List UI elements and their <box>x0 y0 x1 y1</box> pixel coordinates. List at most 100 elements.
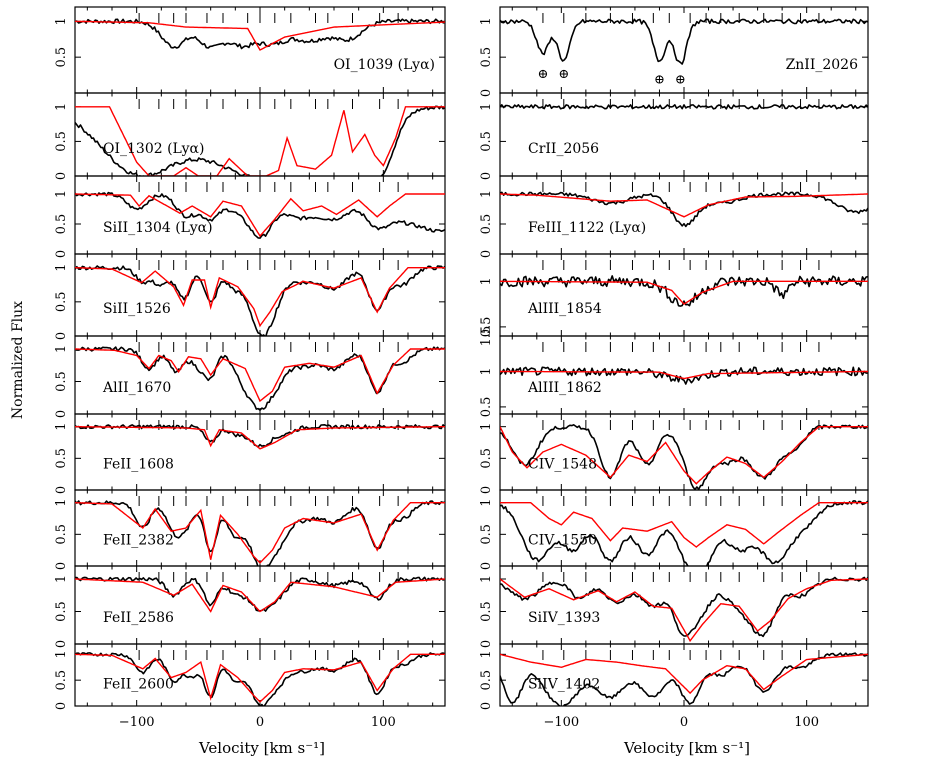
panel-label: FeII_1608 <box>103 457 174 473</box>
y-tick-label: 0.5 <box>479 47 494 68</box>
panel-frame <box>499 175 869 255</box>
model-line <box>500 502 868 548</box>
panel-5: 0.5 1 1.5 AlIII_1862 <box>479 326 869 418</box>
y-tick-label: 0.5 <box>54 670 69 691</box>
panel-label: OI_1302 (Lyα) <box>103 141 204 157</box>
y-tick-label: 0.5 <box>54 448 69 469</box>
data-line <box>75 424 445 448</box>
data-series <box>75 652 445 706</box>
x-tick-label: 100 <box>794 715 819 730</box>
y-tick-label: 0 <box>54 332 69 340</box>
panel-8: 0 0.5 1 SiIV_1393 <box>479 565 869 648</box>
blend-symbol: ⊕ <box>675 73 686 88</box>
y-tick-label: 1 <box>54 103 69 111</box>
panel-7: 0 0.5 1 FeII_2382 <box>54 489 446 570</box>
y-tick-label: 1 <box>479 367 494 375</box>
y-tick-label: 1 <box>54 499 69 507</box>
y-tick-label: 1 <box>479 190 494 198</box>
panel-label: FeII_2586 <box>103 610 174 626</box>
y-tick-label: 0 <box>54 702 69 710</box>
panel-label: SiIV_1393 <box>528 610 600 626</box>
panel-2: 0 0.5 1 CrII_2056 <box>479 92 869 180</box>
y-tick-label: 0 <box>479 562 494 570</box>
panel-9: 0 0.5 1 SiIV_1402 −100 0 100 <box>479 643 869 730</box>
data-line <box>500 500 868 566</box>
y-tick-label: 0 <box>479 640 494 648</box>
y-tick-label: 1 <box>479 103 494 111</box>
panel-label: CrII_2056 <box>528 141 599 157</box>
right-column: 0 0.5 1 ⊕ ⊕ ⊕ ⊕ ZnII_2026 0 0.5 1 CrII_2056 0 0.5 1 FeI… <box>479 6 869 730</box>
data-line <box>500 191 868 228</box>
data-line <box>75 105 445 176</box>
panel-7: 0 0.5 1 CIV_1550 <box>479 489 869 570</box>
panel-5: 0 0.5 1 AlII_1670 <box>54 335 446 418</box>
panel-8: 0 0.5 1 FeII_2586 <box>54 565 446 648</box>
y-tick-label: 0 <box>479 172 494 180</box>
y-tick-label: 0.5 <box>54 131 69 152</box>
y-tick-label: 0 <box>54 172 69 180</box>
panel-4: 0 0.5 1 SiII_1526 <box>54 253 446 340</box>
model-line <box>75 106 445 176</box>
y-tick-label: 1 <box>479 277 494 285</box>
y-tick-label: 0.5 <box>479 448 494 469</box>
data-line <box>500 652 868 706</box>
panel-2: 0 0.5 1 OI_1302 (Lyα) <box>54 92 446 180</box>
panel-label: FeII_2600 <box>103 677 174 693</box>
panel-label: FeIII_1122 (Lyα) <box>528 220 646 236</box>
y-tick-label: 1 <box>54 575 69 583</box>
data-line <box>75 346 445 411</box>
data-line <box>75 18 445 50</box>
model-line <box>75 267 445 328</box>
data-series <box>75 346 445 411</box>
model-line <box>500 193 868 218</box>
blend-symbol: ⊕ <box>537 67 548 82</box>
model-line <box>75 348 445 403</box>
model-line <box>500 426 868 485</box>
data-line <box>75 191 445 239</box>
y-tick-label: 0.5 <box>479 524 494 545</box>
model-line <box>500 578 868 643</box>
x-axis-title-left: Velocity [km s⁻¹] <box>198 739 325 757</box>
y-tick-label: 0 <box>479 89 494 97</box>
y-tick-label: 1 <box>479 423 494 431</box>
left-column: 0.5 1 OI_1039 (Lyα) 0 0.5 1 OI_1302 (Lyα) 0 0.5 1… <box>54 6 446 730</box>
panel-label: FeII_2382 <box>103 533 174 549</box>
panel-label: CIV_1548 <box>528 457 597 473</box>
x-tick-label: −100 <box>543 715 579 730</box>
y-tick-label: 0.5 <box>54 47 69 68</box>
x-tick-label: 100 <box>371 715 396 730</box>
panel-frame <box>499 335 869 415</box>
y-tick-label: 1 <box>479 575 494 583</box>
x-tick-label: 0 <box>680 715 688 730</box>
y-tick-label: 0 <box>479 486 494 494</box>
y-tick-label: 1 <box>54 190 69 198</box>
data-series <box>500 652 868 706</box>
data-series <box>500 18 868 65</box>
y-tick-label: 1 <box>479 17 494 25</box>
data-series <box>500 104 868 110</box>
y-tick-label: 0.5 <box>479 397 494 418</box>
y-tick-label: 1.5 <box>479 326 494 347</box>
y-tick-label: 0.5 <box>54 214 69 235</box>
y-tick-label: 0 <box>479 250 494 258</box>
model-line <box>75 502 445 564</box>
y-tick-label: 1 <box>54 264 69 272</box>
data-series <box>500 576 868 638</box>
panel-label: AlIII_1862 <box>527 380 602 396</box>
panel-1: 0 0.5 1 ⊕ ⊕ ⊕ ⊕ ZnII_2026 <box>479 6 869 97</box>
x-tick-label: 0 <box>256 715 264 730</box>
y-tick-label: 1 <box>54 650 69 658</box>
y-axis-title: Normalized Flux <box>10 301 26 419</box>
y-tick-label: 1 <box>479 499 494 507</box>
y-tick-label: 0.5 <box>54 291 69 312</box>
model-line <box>75 193 445 238</box>
y-tick-label: 0.5 <box>54 601 69 622</box>
y-tick-label: 0.5 <box>479 601 494 622</box>
data-line <box>75 652 445 706</box>
data-series <box>75 105 445 176</box>
model-line <box>500 653 868 695</box>
panel-6: 0 0.5 1 CIV_1548 <box>479 413 869 494</box>
y-tick-label: 1 <box>479 650 494 658</box>
y-tick-label: 0.5 <box>54 524 69 545</box>
panel-4: 0.5 1 AlIII_1854 <box>479 253 869 337</box>
